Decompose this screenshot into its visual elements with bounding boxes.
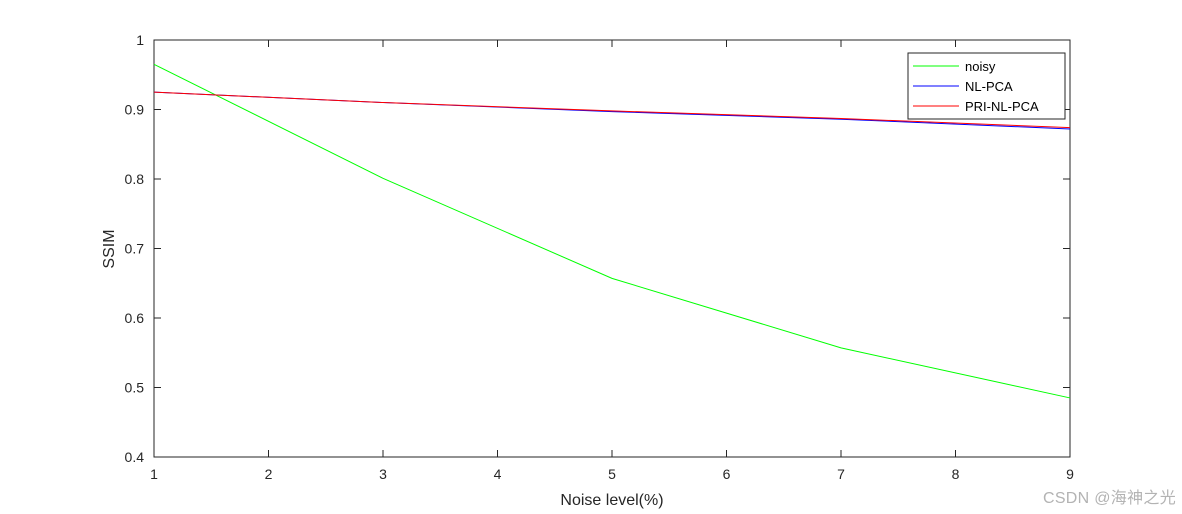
y-tick-label: 0.9 (125, 102, 145, 118)
x-tick-label: 5 (608, 466, 616, 482)
x-tick-label: 1 (150, 466, 158, 482)
legend-label-noisy: noisy (965, 59, 996, 74)
y-tick-label: 1 (136, 32, 144, 48)
x-tick-label: 2 (265, 466, 273, 482)
series-line-noisy (153, 63, 1071, 399)
x-tick-label: 7 (837, 466, 845, 482)
x-tick-label: 9 (1066, 466, 1074, 482)
series-lines (153, 63, 1071, 399)
y-tick-label: 0.4 (125, 449, 145, 465)
axis-ticks: 1 2 3 4 5 6 7 8 9 0.4 0.5 0.6 0.7 0.8 0.9 1 (125, 32, 1075, 482)
y-tick-label: 0.8 (125, 171, 145, 187)
legend: noisy NL-PCA PRI-NL-PCA (907, 52, 1066, 120)
y-tick-label: 0.6 (125, 310, 145, 326)
legend-label-nl-pca: NL-PCA (965, 79, 1013, 94)
x-tick-label: 6 (723, 466, 731, 482)
watermark: CSDN @海神之光 (1042, 490, 1176, 507)
y-axis-label: SSIM (101, 229, 118, 268)
x-tick-label: 8 (952, 466, 960, 482)
series-line-pri-nl-pca (153, 91, 1071, 129)
x-tick-label: 3 (379, 466, 387, 482)
y-tick-label: 0.5 (125, 380, 145, 396)
y-tick-label: 0.7 (125, 241, 145, 257)
x-axis-label: Noise level(%) (560, 492, 663, 509)
legend-label-pri-nl-pca: PRI-NL-PCA (965, 99, 1039, 114)
x-tick-label: 4 (494, 466, 502, 482)
